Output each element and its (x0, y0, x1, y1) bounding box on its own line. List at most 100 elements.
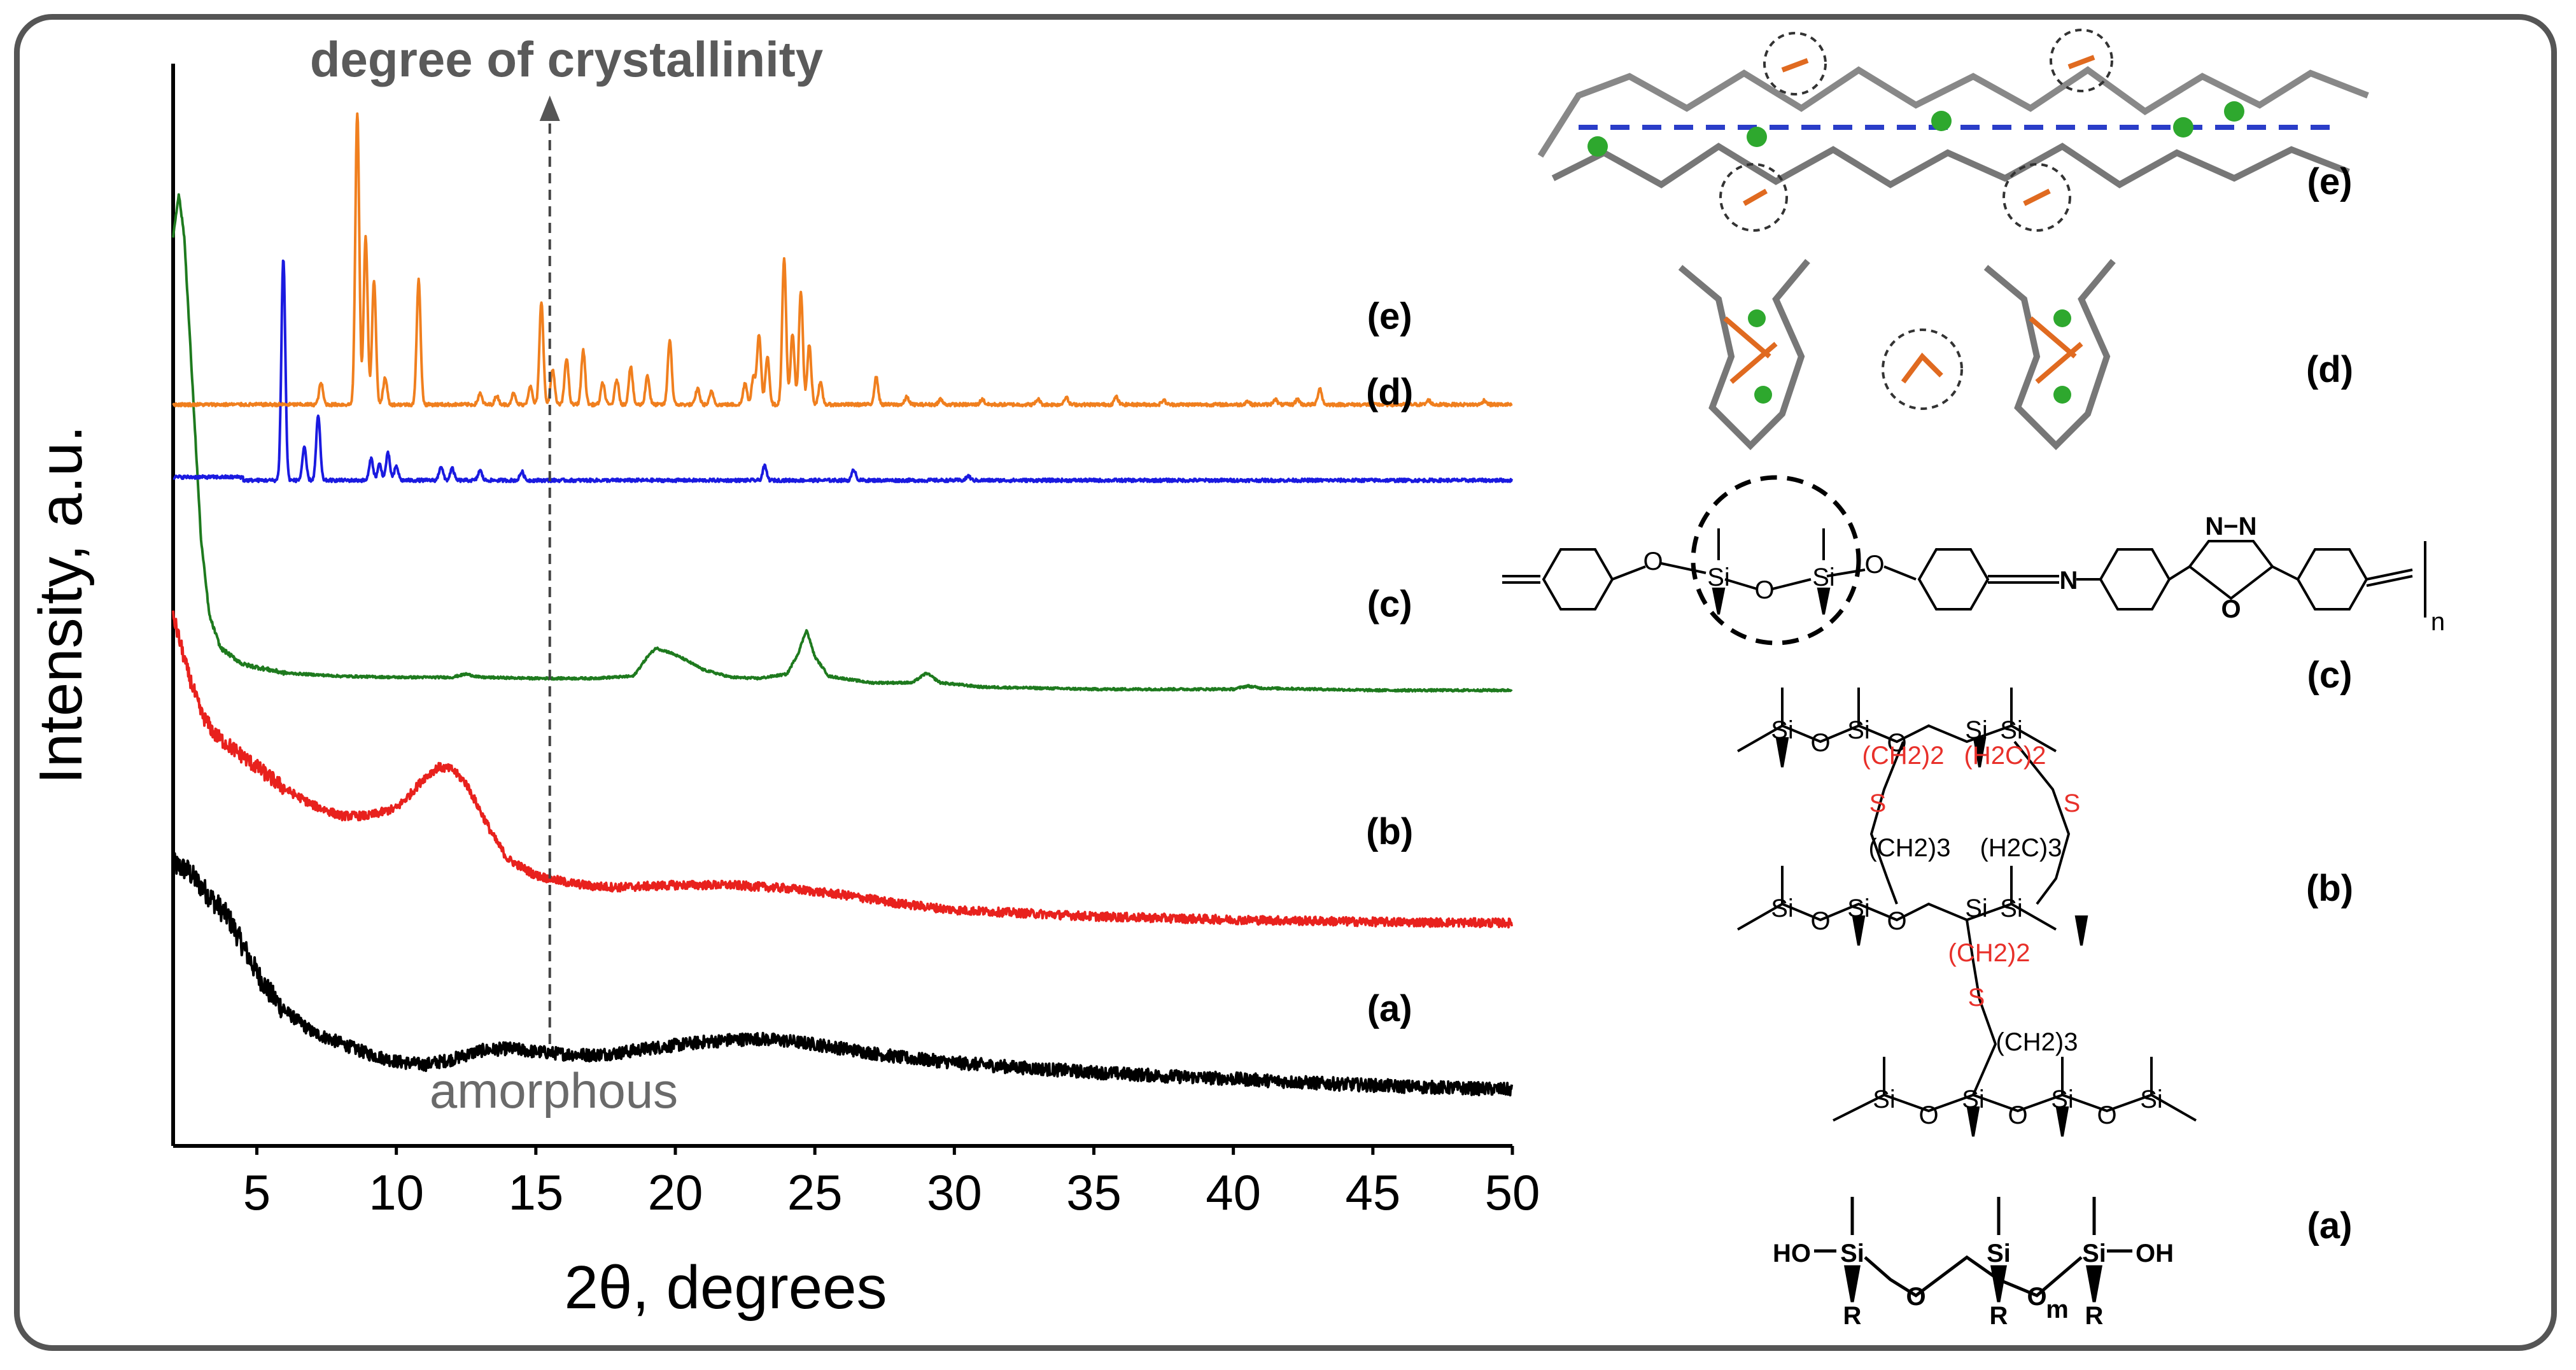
linker-h2c-2: (H2C)2 (1964, 742, 2046, 770)
solvent-circle-icon (2002, 163, 2071, 232)
oxadiazole-ring-icon (2188, 540, 2274, 600)
atom-si: Si (2000, 716, 2023, 744)
wedge-bond (1817, 588, 1831, 615)
atom-n: N (2060, 567, 2078, 595)
linker-ch2-2-lower: (CH2)2 (1948, 939, 2031, 967)
atom-o: O (1918, 1101, 1938, 1129)
annotation-amorphous: amorphous (430, 1063, 678, 1119)
structure-label-b: (b) (2306, 868, 2353, 909)
repeat-m: m (2046, 1296, 2069, 1324)
wedge-bond (2055, 1106, 2069, 1137)
x-tick-label: 10 (369, 1164, 424, 1220)
crystallinity-arrow-head (539, 95, 560, 121)
annotation-degree-of-crystallinity: degree of crystallinity (310, 31, 823, 87)
siloxane-chain-mid (1737, 902, 2057, 931)
x-tick-label: 30 (927, 1164, 982, 1220)
x-tick-label: 40 (1206, 1164, 1261, 1220)
wedge-bond (2086, 1265, 2102, 1303)
x-tick-label: 50 (1485, 1164, 1540, 1220)
linker-ch2-3-lower: (CH2)3 (1996, 1028, 2078, 1056)
structure-label-c: (c) (2307, 654, 2353, 696)
y-axis-title: Intensity, a.u. (27, 425, 95, 784)
complex-left-icon (1678, 258, 1810, 451)
bond (1612, 565, 1646, 581)
atom-si: Si (1965, 716, 1988, 744)
atom-si: Si (1873, 1085, 1896, 1113)
xrd-chart: 5 10 15 20 25 30 35 40 45 50 degree of crystallin… (27, 31, 1540, 1322)
bond (1883, 565, 1917, 581)
metal-node-icon (1931, 111, 1952, 131)
metal-node-icon (1748, 309, 1766, 327)
structure-c-drawing (1502, 475, 2426, 646)
linker-left (1869, 741, 1904, 905)
structure-b-drawing (1737, 688, 2197, 1137)
series-labels: (a) (b) (c) (d) (e) (1366, 296, 1413, 1030)
series-label-b: (b) (1366, 811, 1413, 852)
atom-si: Si (1812, 563, 1835, 591)
metal-node-icon (2053, 386, 2071, 404)
bond (1772, 578, 1812, 590)
solvent-circle-icon (2050, 29, 2113, 92)
siloxane-chain-top (1737, 724, 2057, 752)
atom-si: Si (1847, 894, 1870, 922)
x-tick-label: 35 (1066, 1164, 1122, 1220)
group-ho: HO (1773, 1239, 1811, 1268)
wedge-bond (1990, 1265, 2007, 1303)
series-label-e: (e) (1367, 296, 1412, 337)
solvent-circle-icon (1763, 32, 1827, 95)
structures-panel: O Si O Si O N N−N O n (1502, 29, 2445, 1330)
siloxane-chain-bottom (1833, 1093, 2197, 1122)
atom-o: O (1906, 1283, 1925, 1311)
benzene-ring-icon (2296, 548, 2368, 611)
structure-label-e: (e) (2307, 161, 2353, 202)
x-tick-label: 20 (648, 1164, 703, 1220)
wedge-bond (1844, 1265, 1861, 1303)
series-label-c: (c) (1367, 584, 1412, 625)
metal-node-icon (2053, 309, 2071, 327)
bond (2272, 565, 2298, 581)
bond (1661, 562, 1707, 574)
atom-si: Si (2051, 1085, 2074, 1113)
bond (2366, 568, 2413, 581)
atom-o: O (1864, 551, 1884, 579)
benzene-ring-icon (1917, 548, 1990, 611)
benzene-ring-icon (2099, 548, 2171, 611)
siloxane-backbone (1864, 1255, 2083, 1298)
solvent-molecule-icon (1901, 352, 1943, 384)
repeat-n: n (2431, 608, 2445, 636)
structure-d-image (1678, 258, 2116, 451)
series-line-e (172, 112, 1513, 407)
atom-o: O (2027, 1283, 2046, 1311)
group-r: R (1843, 1302, 1862, 1330)
atom-si: Si (1965, 894, 1988, 922)
bond (2168, 565, 2191, 581)
linker-ch2-2: (CH2)2 (1862, 742, 1945, 770)
group-oh: OH (2136, 1239, 2174, 1268)
atom-si: Si (1840, 1239, 1864, 1268)
structure-label-a: (a) (2307, 1205, 2353, 1246)
x-tick-label: 5 (243, 1164, 271, 1220)
solvent-circle-icon (1719, 163, 1788, 232)
atom-o: O (1887, 729, 1906, 757)
complex-right-icon (1983, 258, 2116, 451)
wedge-bond (1966, 1106, 1980, 1137)
atom-si: Si (2000, 894, 2023, 922)
metal-node-icon (1587, 136, 1608, 157)
metal-node-icon (1747, 127, 1767, 147)
atom-s: S (1869, 789, 1887, 817)
figure-frame (14, 14, 2557, 1351)
bond (2366, 575, 2413, 587)
metal-node-icon (2173, 117, 2193, 138)
atom-o: O (1887, 907, 1906, 935)
series-line-d (172, 259, 1514, 483)
x-axis-title: 2θ, degrees (564, 1253, 887, 1322)
framework-chain-lower (1551, 143, 2350, 188)
atom-o: O (1810, 729, 1830, 757)
x-tick-label: 45 (1345, 1164, 1400, 1220)
x-tick-label: 15 (508, 1164, 563, 1220)
atom-o: O (1754, 576, 1774, 604)
series-line-c (172, 193, 1513, 693)
series-line-a (172, 852, 1514, 1097)
atom-si: Si (1847, 716, 1870, 744)
